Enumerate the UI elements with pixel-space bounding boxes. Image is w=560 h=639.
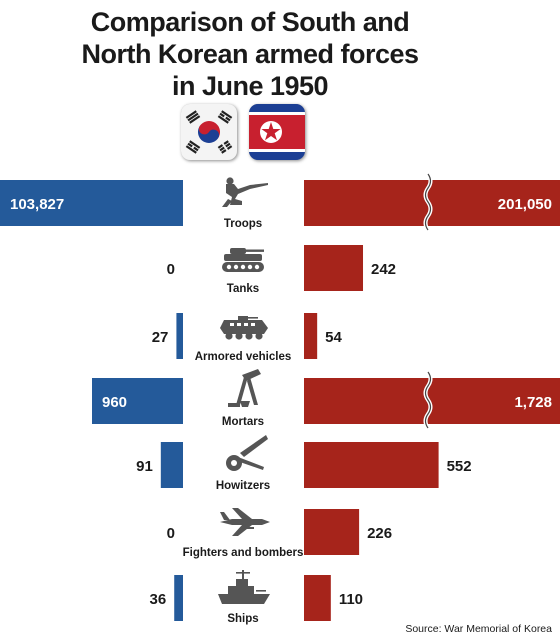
south-value-label-4: 91 bbox=[136, 458, 153, 475]
title-line-3: in June 1950 bbox=[171, 71, 329, 101]
category-label-3: Mortars bbox=[222, 416, 264, 428]
category-label-0: Troops bbox=[224, 218, 262, 230]
south-korea-flag-icon bbox=[181, 104, 237, 160]
north-bar-2 bbox=[304, 313, 318, 359]
tank-icon bbox=[222, 248, 264, 272]
south-bar-3 bbox=[92, 378, 183, 424]
fighter-jet-icon bbox=[220, 508, 270, 536]
north-value-label-1: 242 bbox=[371, 261, 396, 278]
axis-break-line-0 bbox=[424, 173, 432, 231]
south-value-label-6: 36 bbox=[150, 591, 167, 608]
south-bar-1 bbox=[182, 245, 183, 291]
south-value-label-5: 0 bbox=[167, 525, 175, 542]
north-bar-6 bbox=[304, 575, 331, 621]
soldier-icon bbox=[222, 177, 268, 207]
category-label-4: Howitzers bbox=[216, 480, 270, 492]
north-value-label-3: 1,728 bbox=[514, 394, 552, 411]
mortar-icon bbox=[228, 369, 261, 407]
south-value-label-1: 0 bbox=[167, 261, 175, 278]
title-line-1: Comparison of South and bbox=[90, 7, 410, 37]
source-note: Source: War Memorial of Korea bbox=[405, 623, 552, 635]
north-bar-0 bbox=[304, 180, 560, 226]
south-bar-2 bbox=[176, 313, 183, 359]
title-line-2: North Korean armed forces bbox=[81, 39, 419, 69]
south-bar-0 bbox=[0, 180, 183, 226]
north-value-label-0: 201,050 bbox=[498, 196, 552, 213]
howitzer-icon bbox=[226, 435, 268, 471]
category-label-6: Ships bbox=[227, 613, 258, 625]
south-value-label-0: 103,827 bbox=[10, 196, 64, 213]
south-bar-4 bbox=[160, 442, 183, 488]
south-bar-6 bbox=[174, 575, 183, 621]
axis-break-line-3 bbox=[424, 371, 432, 429]
north-value-label-6: 110 bbox=[339, 591, 363, 608]
south-value-label-2: 27 bbox=[152, 329, 169, 346]
north-value-label-2: 54 bbox=[325, 329, 342, 346]
category-label-2: Armored vehicles bbox=[195, 351, 292, 363]
armored-vehicle-icon bbox=[220, 316, 268, 340]
south-value-label-3: 960 bbox=[102, 394, 127, 411]
north-value-label-5: 226 bbox=[367, 525, 392, 542]
north-bar-4 bbox=[304, 442, 439, 488]
chart-title: Comparison of South and North Korean arm… bbox=[0, 6, 500, 102]
north-value-label-4: 552 bbox=[447, 458, 472, 475]
north-korea-flag-icon bbox=[249, 104, 305, 160]
north-bar-5 bbox=[304, 509, 360, 555]
north-bar-3 bbox=[304, 378, 560, 424]
category-label-5: Fighters and bombers bbox=[183, 547, 304, 559]
north-bar-1 bbox=[304, 245, 364, 291]
category-label-1: Tanks bbox=[227, 283, 259, 295]
ship-icon bbox=[218, 570, 270, 604]
